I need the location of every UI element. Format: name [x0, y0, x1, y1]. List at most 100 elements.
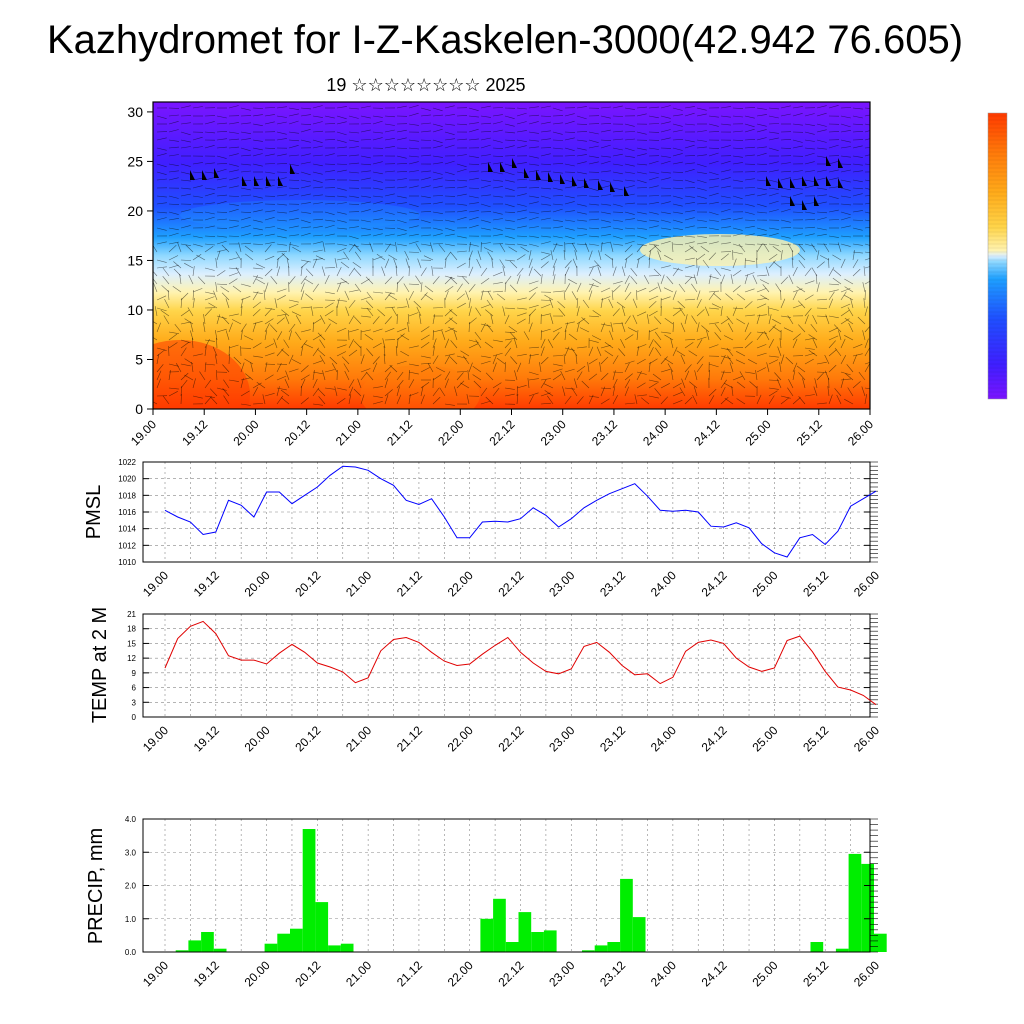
wind-barb	[516, 107, 527, 110]
wind-barb	[708, 291, 716, 301]
wind-barb	[204, 145, 215, 149]
wind-barb	[624, 315, 631, 325]
wind-barb	[420, 342, 430, 349]
page-subtitle: 19 ☆☆☆☆☆☆☆☆ 2025	[326, 75, 526, 95]
wind-barb	[360, 307, 371, 310]
wind-barb	[792, 290, 798, 301]
wind-barb	[396, 137, 407, 141]
wind-barb	[540, 195, 551, 199]
wind-barb	[288, 107, 299, 110]
wind-barb	[192, 353, 203, 357]
wind-barb	[714, 268, 722, 277]
wind-barb	[504, 393, 515, 397]
wind-barb	[274, 298, 278, 309]
temp-frame	[142, 613, 871, 718]
wind-barb	[744, 146, 756, 149]
wind-barb	[620, 338, 626, 349]
wind-barb	[611, 289, 614, 301]
wind-barb	[780, 395, 791, 399]
wind-barb	[204, 338, 210, 349]
wind-barb	[312, 194, 323, 197]
wind-barb	[408, 185, 419, 189]
wind-barb	[576, 371, 583, 381]
wind-barb	[300, 123, 312, 125]
wind-barb	[395, 345, 398, 357]
wind-barb	[684, 370, 690, 381]
wind-barb	[772, 326, 782, 333]
wind-barb	[624, 402, 636, 405]
wind-barb	[736, 318, 746, 325]
wind-barb	[324, 310, 334, 317]
wind-barb	[684, 217, 695, 221]
wind-barb	[252, 202, 263, 205]
wind-barb	[317, 349, 326, 357]
wind-barb	[154, 306, 158, 317]
precip-bar	[582, 950, 595, 952]
wind-barb	[213, 290, 218, 301]
wind-barb	[708, 115, 719, 118]
wind-barb	[456, 235, 467, 239]
wind-barb	[624, 131, 636, 133]
xtick-label: 25.12	[800, 568, 831, 599]
wind-barb	[672, 227, 683, 230]
wind-barb	[773, 261, 782, 269]
wind-pennant	[290, 164, 295, 174]
wind-barb	[156, 354, 160, 365]
wind-barb	[468, 128, 479, 133]
wind-barb	[228, 153, 239, 157]
wind-barb	[376, 253, 386, 261]
wind-barb	[791, 249, 794, 261]
wind-barb	[747, 359, 758, 365]
wind-barb	[312, 121, 323, 125]
wind-barb	[564, 322, 569, 333]
wind-barb	[688, 350, 698, 357]
xtick-label: 24.12	[699, 958, 730, 989]
wind-barb	[684, 162, 695, 165]
wind-barb	[336, 139, 347, 143]
wind-barb	[453, 330, 458, 341]
wind-barb	[516, 318, 526, 325]
wind-barb	[504, 361, 506, 373]
wind-barb	[828, 195, 839, 199]
wind-barb	[768, 200, 779, 205]
wind-barb	[672, 107, 683, 111]
wind-barb	[441, 330, 446, 341]
wind-barb	[852, 155, 863, 158]
wind-barb	[180, 171, 191, 175]
wind-barb	[324, 224, 335, 229]
precip-bars	[175, 829, 887, 953]
wind-barb	[312, 154, 323, 157]
wind-barb	[168, 195, 179, 199]
wind-barb	[863, 298, 866, 309]
wind-barb	[864, 306, 868, 317]
heat-xtick-label: 22.12	[486, 417, 517, 448]
wind-barb	[240, 154, 252, 157]
wind-barb	[588, 250, 593, 261]
wind-barb	[174, 324, 182, 333]
wind-barb	[852, 268, 861, 277]
wind-barb	[492, 382, 502, 389]
wind-barb	[372, 218, 383, 221]
wind-barb	[396, 105, 407, 109]
wind-barb	[510, 332, 518, 341]
wind-barb	[449, 276, 458, 285]
wind-barb	[708, 147, 720, 149]
wind-barb	[660, 160, 671, 165]
wind-barb	[636, 394, 647, 397]
wind-barb	[825, 314, 830, 325]
wind-barb	[300, 161, 311, 165]
wind-barb	[216, 240, 227, 245]
wind-barb	[815, 273, 818, 285]
wind-barb	[612, 163, 623, 166]
wind-barb	[732, 285, 741, 293]
wind-barb	[444, 138, 455, 141]
wind-barb	[516, 312, 527, 317]
wind-barb	[576, 123, 588, 125]
wind-barb	[431, 266, 434, 277]
wind-barb	[833, 269, 842, 277]
wind-barb	[516, 393, 519, 405]
wind-barb	[480, 203, 491, 208]
wind-barb	[792, 170, 803, 173]
xtick-label: 23.12	[597, 723, 628, 754]
wind-barb	[756, 314, 767, 317]
